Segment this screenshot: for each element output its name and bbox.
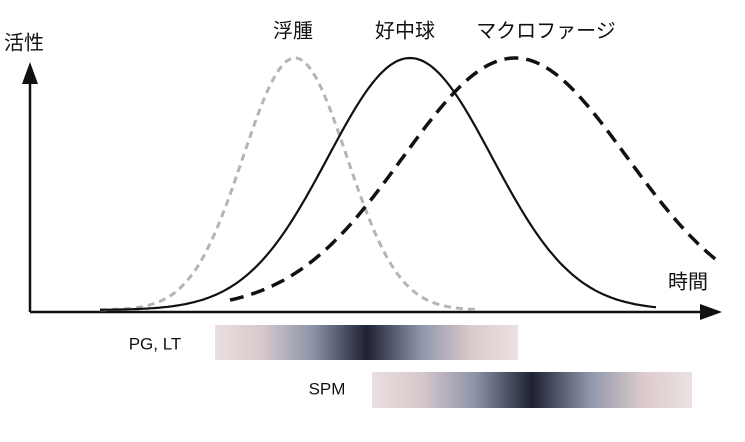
curve-label: 浮腫 [273,19,313,43]
activity-curve [229,56,718,302]
curve-label: 好中球 [375,19,435,43]
y-axis-arrow [22,62,38,84]
bar-label: SPM [309,379,346,398]
activity-bar [215,325,518,360]
activity-curve [100,56,657,311]
bar-label: PG, LT [129,334,182,353]
activity-curve [99,56,481,312]
activity-bar [372,372,692,408]
curve-label: マクロファージ [476,19,616,43]
y-axis-label: 活性 [4,31,44,55]
x-axis-arrow [700,304,722,320]
x-axis-label: 時間 [668,270,708,294]
